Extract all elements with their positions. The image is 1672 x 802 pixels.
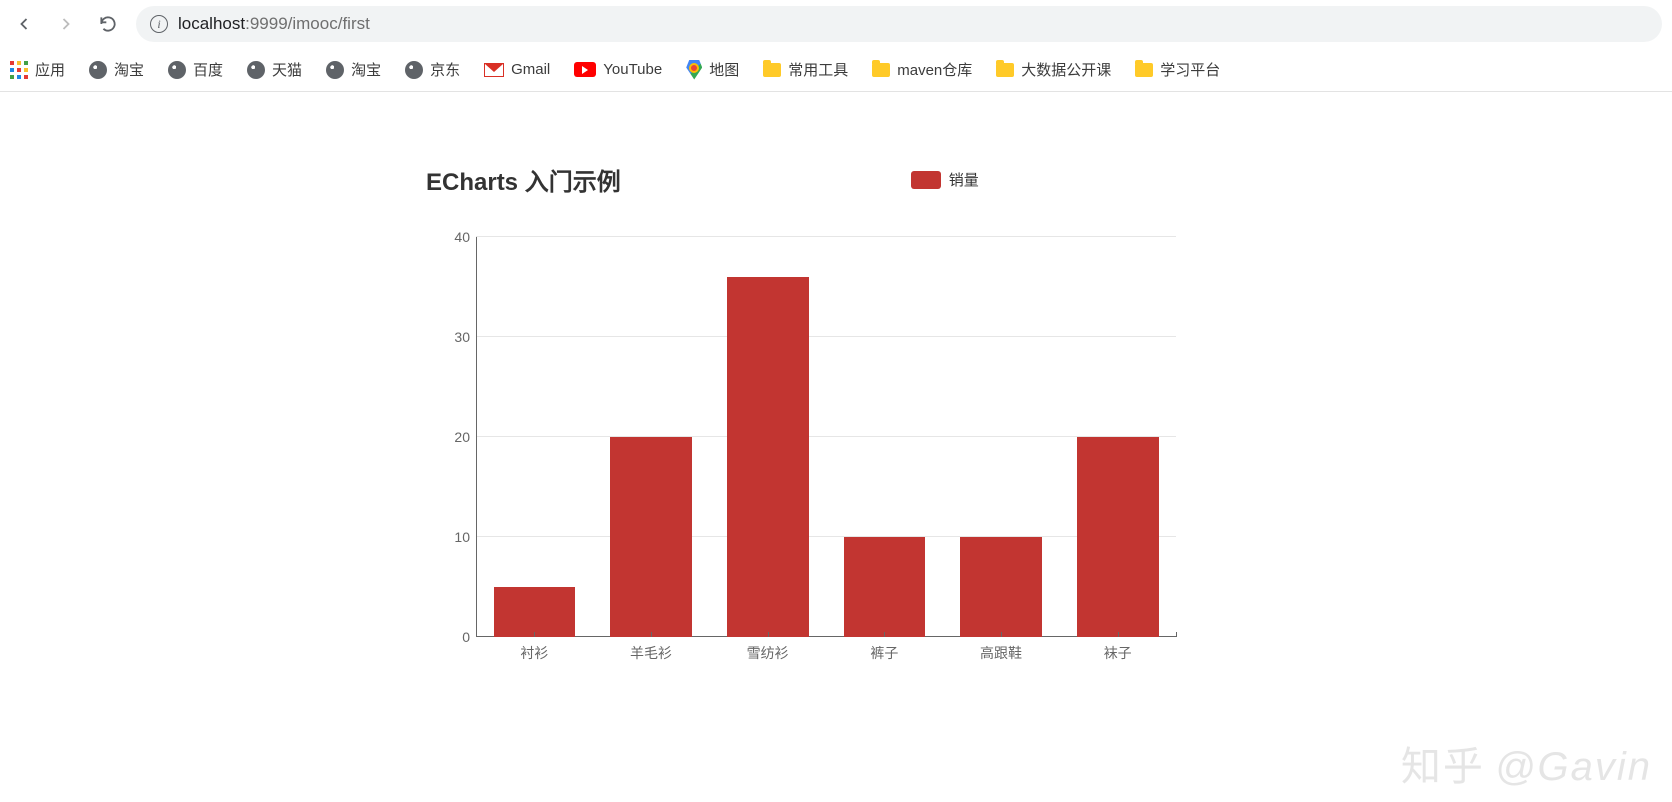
bookmark-item[interactable]: 学习平台	[1135, 59, 1220, 80]
x-tick-label: 衬衫	[476, 637, 593, 661]
bookmark-label: 天猫	[272, 59, 302, 80]
chart-title: ECharts 入门示例	[426, 162, 621, 197]
y-tick-label: 20	[454, 429, 470, 445]
globe-icon	[405, 61, 423, 79]
y-tick-label: 0	[462, 629, 470, 645]
bookmark-item[interactable]: 大数据公开课	[996, 59, 1111, 80]
bookmark-item[interactable]: 常用工具	[763, 59, 848, 80]
bar[interactable]	[844, 537, 926, 637]
bar[interactable]	[494, 587, 576, 637]
bar-slot	[943, 237, 1060, 637]
bar[interactable]	[727, 277, 809, 637]
back-button[interactable]	[10, 10, 38, 38]
youtube-icon	[574, 62, 596, 77]
y-tick-label: 40	[454, 229, 470, 245]
x-tick-label: 袜子	[1059, 637, 1176, 661]
bookmarks-bar: 应用 淘宝 百度 天猫 淘宝 京东 Gmail YouTube 地图 常用工具 maven仓库 大数…	[0, 48, 1672, 92]
chart-plot: 010203040 衬衫羊毛衫雪纺衫裤子高跟鞋袜子	[476, 237, 1176, 661]
x-tick	[1176, 632, 1177, 637]
x-tick	[476, 632, 477, 637]
x-tick	[884, 632, 885, 637]
bookmark-label: Gmail	[511, 61, 550, 78]
x-tick-label: 高跟鞋	[943, 637, 1060, 661]
folder-icon	[872, 63, 890, 77]
x-tick-label: 裤子	[826, 637, 943, 661]
url-path: :9999/imooc/first	[245, 14, 370, 33]
y-tick-label: 10	[454, 529, 470, 545]
bookmark-item[interactable]: 地图	[686, 59, 739, 80]
chart-header: ECharts 入门示例 销量	[426, 162, 1246, 197]
bar-slot	[1059, 237, 1176, 637]
folder-icon	[996, 63, 1014, 77]
bookmark-label: YouTube	[603, 61, 662, 78]
x-axis-labels: 衬衫羊毛衫雪纺衫裤子高跟鞋袜子	[476, 637, 1176, 661]
globe-icon	[168, 61, 186, 79]
gmail-icon	[484, 63, 504, 77]
bookmark-item[interactable]: YouTube	[574, 61, 662, 78]
url-bar[interactable]: i localhost:9999/imooc/first	[136, 6, 1662, 42]
x-tick	[1118, 632, 1119, 637]
bookmark-item[interactable]: 淘宝	[89, 59, 144, 80]
legend-label: 销量	[949, 169, 979, 190]
bar-slot	[826, 237, 943, 637]
x-tick	[651, 632, 652, 637]
bookmark-label: 京东	[430, 59, 460, 80]
chart-container: ECharts 入门示例 销量 010203040 衬衫羊毛衫雪纺衫裤子高跟鞋袜…	[426, 162, 1246, 661]
bookmark-label: maven仓库	[897, 59, 972, 80]
bookmark-label: 百度	[193, 59, 223, 80]
x-tick	[534, 632, 535, 637]
bookmark-label: 常用工具	[788, 59, 848, 80]
browser-toolbar: i localhost:9999/imooc/first	[0, 0, 1672, 48]
apps-icon	[10, 61, 28, 79]
watermark-handle: @Gavin	[1495, 745, 1652, 789]
legend-swatch	[911, 171, 941, 189]
chart-legend[interactable]: 销量	[911, 169, 979, 190]
x-tick-label: 雪纺衫	[709, 637, 826, 661]
x-tick	[768, 632, 769, 637]
globe-icon	[89, 61, 107, 79]
bar[interactable]	[610, 437, 692, 637]
bookmark-item[interactable]: Gmail	[484, 61, 550, 78]
bar[interactable]	[1077, 437, 1159, 637]
globe-icon	[326, 61, 344, 79]
url-text: localhost:9999/imooc/first	[178, 14, 370, 34]
watermark-logo: 知乎	[1401, 745, 1485, 789]
globe-icon	[247, 61, 265, 79]
chart-area: ECharts 入门示例 销量 010203040 衬衫羊毛衫雪纺衫裤子高跟鞋袜…	[0, 92, 1672, 661]
x-tick	[1001, 632, 1002, 637]
maps-icon	[686, 60, 702, 80]
bookmark-label: 学习平台	[1160, 59, 1220, 80]
bar-slot	[476, 237, 593, 637]
bookmark-item[interactable]: 天猫	[247, 59, 302, 80]
bookmark-label: 地图	[709, 59, 739, 80]
bookmark-label: 淘宝	[351, 59, 381, 80]
bookmark-item[interactable]: 淘宝	[326, 59, 381, 80]
watermark: 知乎@Gavin	[1401, 734, 1652, 792]
folder-icon	[763, 63, 781, 77]
y-axis: 010203040	[436, 237, 476, 637]
bookmark-label: 大数据公开课	[1021, 59, 1111, 80]
bookmark-item[interactable]: 百度	[168, 59, 223, 80]
folder-icon	[1135, 63, 1153, 77]
bookmark-item[interactable]: maven仓库	[872, 59, 972, 80]
bookmark-item[interactable]: 京东	[405, 59, 460, 80]
url-host: localhost	[178, 14, 245, 33]
y-tick-label: 30	[454, 329, 470, 345]
site-info-icon[interactable]: i	[150, 15, 168, 33]
forward-button[interactable]	[52, 10, 80, 38]
reload-button[interactable]	[94, 10, 122, 38]
apps-label: 应用	[35, 59, 65, 80]
bookmark-label: 淘宝	[114, 59, 144, 80]
bar-slot	[709, 237, 826, 637]
bars	[476, 237, 1176, 637]
x-tick-label: 羊毛衫	[593, 637, 710, 661]
bar-slot	[593, 237, 710, 637]
apps-button[interactable]: 应用	[10, 59, 65, 80]
bar[interactable]	[960, 537, 1042, 637]
